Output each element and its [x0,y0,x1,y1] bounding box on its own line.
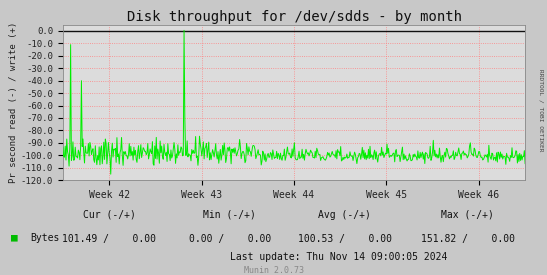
Text: Cur (-/+): Cur (-/+) [83,210,136,219]
Text: Munin 2.0.73: Munin 2.0.73 [243,266,304,275]
Text: Min (-/+): Min (-/+) [203,210,256,219]
Text: 151.82 /    0.00: 151.82 / 0.00 [421,234,515,244]
Text: Max (-/+): Max (-/+) [441,210,494,219]
Text: Avg (-/+): Avg (-/+) [318,210,371,219]
Y-axis label: Pr second read (-) / write (+): Pr second read (-) / write (+) [9,22,18,183]
Text: Bytes: Bytes [30,233,60,243]
Text: 101.49 /    0.00: 101.49 / 0.00 [62,234,156,244]
Text: 100.53 /    0.00: 100.53 / 0.00 [298,234,392,244]
Text: ■: ■ [11,233,18,243]
Text: 0.00 /    0.00: 0.00 / 0.00 [189,234,271,244]
Title: Disk throughput for /dev/sdds - by month: Disk throughput for /dev/sdds - by month [126,10,462,24]
Text: RRDTOOL / TOBI OETIKER: RRDTOOL / TOBI OETIKER [538,69,543,151]
Text: Last update: Thu Nov 14 09:00:05 2024: Last update: Thu Nov 14 09:00:05 2024 [230,252,448,262]
